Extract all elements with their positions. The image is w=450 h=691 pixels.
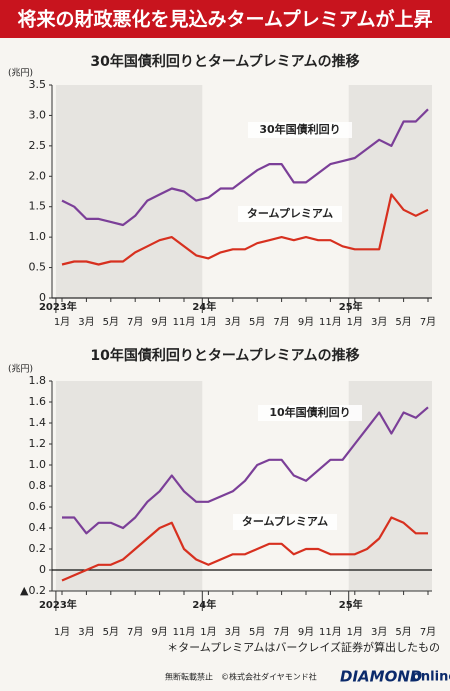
x-tick-label: 11月 (173, 316, 196, 328)
year-label: 2023年 (39, 598, 77, 611)
year-label: 24年 (192, 300, 216, 313)
x-tick-label: 5月 (395, 626, 411, 638)
footnote: ＊タームプレミアムはバークレイズ証券が算出したもの (167, 640, 440, 654)
x-tick-label: 1月 (54, 316, 70, 328)
year-label: 25年 (339, 300, 363, 313)
x-tick-label: 7月 (127, 626, 143, 638)
header-bar (0, 0, 450, 38)
x-tick-label: 7月 (420, 316, 436, 328)
chart-title: 10年国債利回りとタームプレミアムの推移 (90, 347, 359, 364)
chart-title: 30年国債利回りとタームプレミアムの推移 (90, 53, 359, 70)
x-tick-label: 5月 (249, 626, 265, 638)
series-line (61, 108, 429, 227)
series-label-bg (238, 206, 342, 222)
x-tick-label: 9月 (151, 626, 167, 638)
y-tick-label: 1.8 (29, 374, 47, 387)
y-tick-label: 1.0 (29, 230, 47, 243)
x-tick-label: 3月 (371, 316, 387, 328)
y-tick-label: 0.2 (29, 542, 47, 555)
y-tick-label: 3.5 (29, 78, 47, 91)
y-tick-label: 1.4 (29, 416, 47, 429)
year-label: 2023年 (39, 300, 77, 313)
credit: 無断転載禁止 ©株式会社ダイヤモンド社 (165, 672, 317, 682)
x-tick-label: 3月 (225, 316, 241, 328)
x-tick-label: 1月 (54, 626, 70, 638)
y-tick-label: ▲0.2 (20, 584, 46, 597)
x-tick-label: 7月 (420, 626, 436, 638)
series-label: 10年国債利回り (269, 405, 350, 419)
y-tick-label: 0.8 (29, 479, 47, 492)
x-tick-label: 5月 (103, 316, 119, 328)
x-tick-label: 11月 (319, 316, 342, 328)
y-tick-label: 1.2 (29, 437, 47, 450)
year-label: 25年 (339, 598, 363, 611)
series-label-bg (258, 405, 362, 421)
x-tick-label: 3月 (225, 626, 241, 638)
series-line (61, 516, 428, 582)
y-tick-label: 0.5 (29, 261, 47, 274)
logo-brand: DIAMOND (340, 668, 422, 686)
y-tick-label: 1.0 (29, 458, 47, 471)
x-tick-label: 3月 (78, 626, 94, 638)
x-tick-label: 5月 (395, 316, 411, 328)
x-tick-label: 5月 (249, 316, 265, 328)
y-tick-label: 2.0 (29, 169, 47, 182)
y-tick-label: 0 (39, 563, 46, 576)
y-tick-label: 0 (39, 291, 46, 304)
x-tick-label: 3月 (371, 626, 387, 638)
series-line (62, 406, 429, 535)
x-tick-label: 9月 (298, 626, 314, 638)
x-tick-label: 11月 (319, 626, 342, 638)
x-tick-label: 9月 (151, 316, 167, 328)
y-tick-label: 3.0 (29, 108, 47, 121)
series-line (61, 193, 429, 266)
x-tick-label: 7月 (127, 316, 143, 328)
x-tick-label: 1月 (347, 626, 363, 638)
series-label: タームプレミアム (247, 206, 333, 220)
year-shade (55, 381, 203, 591)
y-tick-label: 2.5 (29, 139, 47, 152)
x-tick-label: 11月 (173, 626, 196, 638)
x-tick-label: 1月 (347, 316, 363, 328)
y-tick-label: 1.6 (29, 395, 47, 408)
x-tick-label: 9月 (298, 316, 314, 328)
x-tick-label: 5月 (103, 626, 119, 638)
y-tick-label: 0.6 (29, 500, 47, 513)
series-label-bg (248, 122, 352, 138)
series-label: 30年国債利回り (259, 122, 340, 136)
y-axis-label: (兆円) (8, 364, 33, 375)
x-tick-label: 7月 (273, 626, 289, 638)
x-tick-label: 1月 (200, 626, 216, 638)
header-title: 将来の財政悪化を見込みタームプレミアムが上昇 (18, 8, 433, 31)
y-tick-label: 0.4 (29, 521, 47, 534)
year-label: 24年 (192, 598, 216, 611)
logo-suffix: online (412, 670, 450, 685)
y-axis-label: (兆円) (8, 68, 33, 79)
x-tick-label: 1月 (200, 316, 216, 328)
series-label-bg (233, 514, 337, 530)
x-tick-label: 7月 (273, 316, 289, 328)
series-label: タームプレミアム (242, 514, 328, 528)
x-tick-label: 3月 (78, 316, 94, 328)
y-tick-label: 1.5 (29, 200, 47, 213)
